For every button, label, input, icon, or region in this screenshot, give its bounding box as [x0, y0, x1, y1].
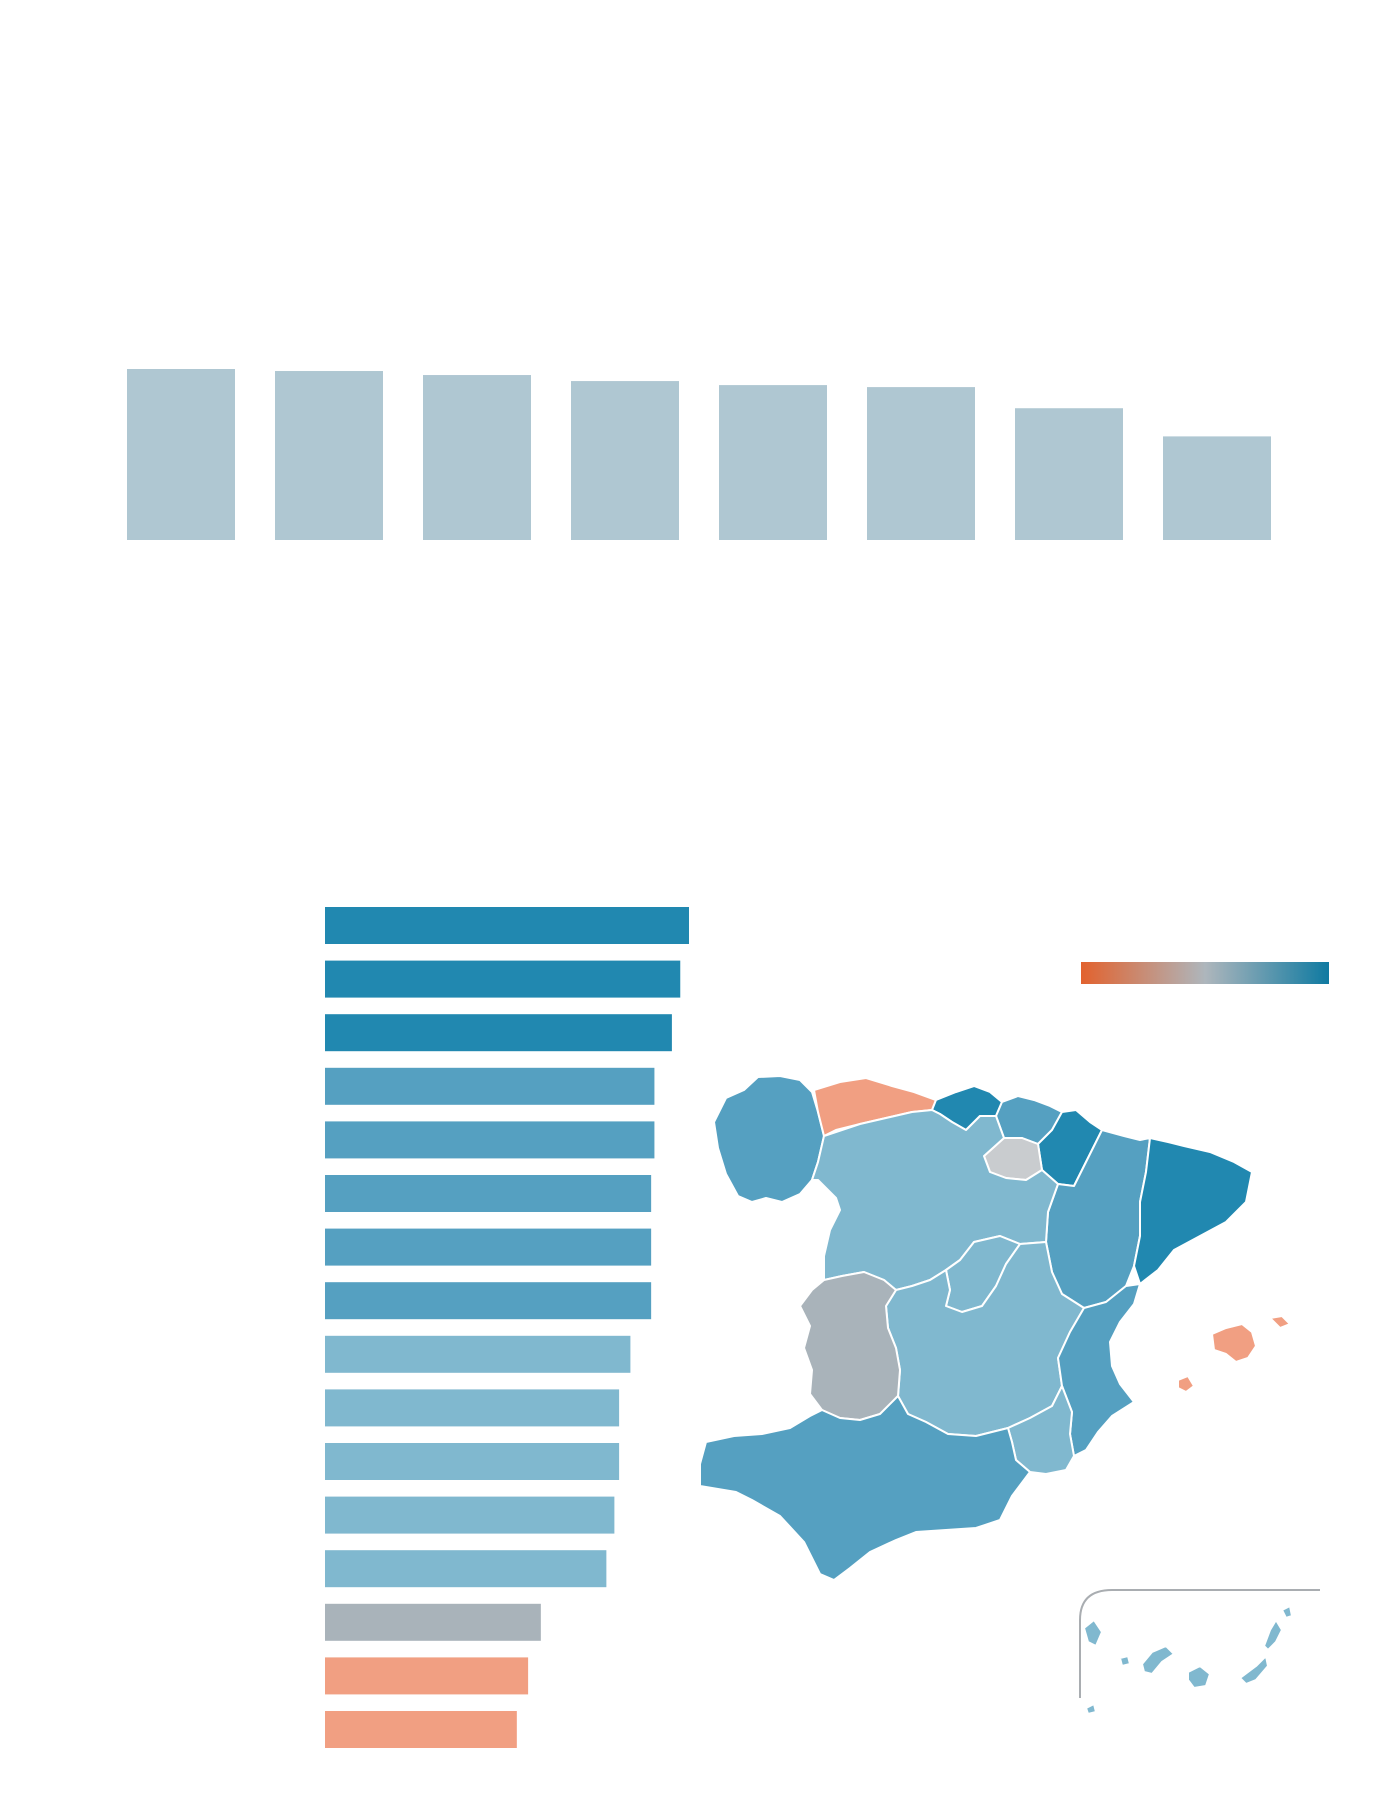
- column-bar-8: [1163, 436, 1271, 540]
- row-bar-15: [325, 1657, 529, 1695]
- column-bar-1: [127, 369, 235, 540]
- vertical-bar-chart: [127, 369, 1271, 540]
- color-scale-legend: [1081, 962, 1329, 984]
- row-bar-13: [325, 1550, 607, 1588]
- spain-choropleth-map: [700, 1075, 1320, 1715]
- column-bar-3: [423, 375, 531, 540]
- canary-inset-frame: [1079, 1589, 1320, 1698]
- column-bar-2: [275, 371, 383, 540]
- column-bar-7: [1015, 408, 1123, 540]
- row-bar-5: [325, 1121, 655, 1159]
- row-bar-16: [325, 1711, 517, 1748]
- horizontal-bar-chart: [325, 907, 689, 1748]
- row-bar-9: [325, 1335, 631, 1373]
- row-bar-12: [325, 1496, 615, 1534]
- row-bar-7: [325, 1228, 652, 1266]
- region-extremadura[interactable]: [799, 1271, 901, 1421]
- region-andalucia[interactable]: [700, 1395, 1031, 1581]
- row-bar-2: [325, 960, 681, 998]
- region-galicia[interactable]: [713, 1075, 825, 1203]
- row-bar-8: [325, 1282, 652, 1320]
- row-bar-11: [325, 1443, 620, 1480]
- column-bar-6: [867, 387, 975, 540]
- region-canarias[interactable]: [1083, 1605, 1293, 1715]
- column-bar-4: [571, 381, 679, 540]
- row-bar-10: [325, 1389, 620, 1427]
- region-cataluna[interactable]: [1133, 1137, 1253, 1285]
- row-bar-3: [325, 1014, 672, 1052]
- row-bar-14: [325, 1603, 541, 1641]
- row-bar-1: [325, 907, 689, 944]
- row-bar-4: [325, 1067, 655, 1105]
- region-baleares[interactable]: [1177, 1315, 1291, 1393]
- column-bar-5: [719, 385, 827, 540]
- row-bar-6: [325, 1175, 652, 1212]
